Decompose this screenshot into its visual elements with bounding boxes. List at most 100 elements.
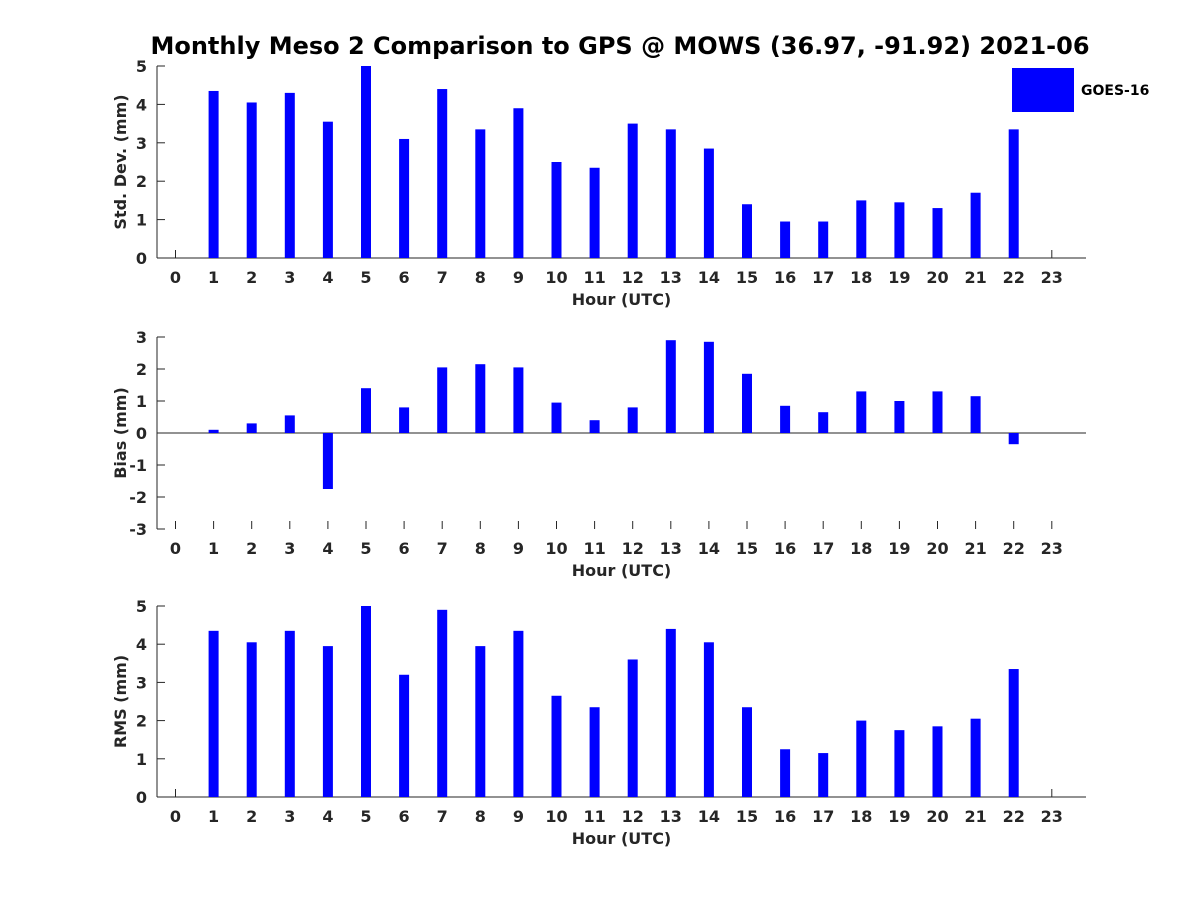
legend-label: GOES-16 xyxy=(1081,83,1149,99)
std-dev-x-tick-label: 5 xyxy=(360,268,371,287)
rms-x-tick-label: 17 xyxy=(812,807,834,826)
bias-x-tick-label: 15 xyxy=(736,539,758,558)
std-dev-x-axis-label: Hour (UTC) xyxy=(572,290,672,309)
bias-y-tick-label: 1 xyxy=(136,392,147,411)
std-dev-bar xyxy=(703,148,714,258)
rms-x-tick-label: 16 xyxy=(774,807,796,826)
rms-y-axis-label: RMS (mm) xyxy=(111,655,130,748)
std-dev-y-tick-label: 4 xyxy=(136,95,147,114)
rms-bar xyxy=(780,749,791,797)
bias-bar xyxy=(361,388,371,433)
bias-bar xyxy=(399,407,410,433)
std-dev-x-tick-label: 7 xyxy=(437,268,448,287)
bias-bar xyxy=(284,415,295,433)
rms-x-tick-label: 18 xyxy=(850,807,872,826)
rms-bar xyxy=(208,630,219,797)
std-dev-x-tick-label: 23 xyxy=(1041,268,1063,287)
std-dev-x-tick-label: 3 xyxy=(284,268,295,287)
rms-x-tick-label: 1 xyxy=(208,807,219,826)
std-dev-x-tick-label: 19 xyxy=(888,268,910,287)
std-dev-bar xyxy=(361,66,371,258)
bias-bar xyxy=(856,391,867,433)
std-dev-x-tick-label: 12 xyxy=(622,268,644,287)
std-dev-x-tick-label: 14 xyxy=(698,268,720,287)
std-dev-x-tick-label: 8 xyxy=(475,268,486,287)
rms-y-tick-label: 4 xyxy=(136,635,147,654)
std-dev-x-tick-label: 9 xyxy=(513,268,524,287)
bias-y-tick-label: 0 xyxy=(136,424,147,443)
rms-x-tick-label: 10 xyxy=(545,807,567,826)
std-dev-y-tick-label: 3 xyxy=(136,134,147,153)
rms-bar xyxy=(665,628,676,797)
rms-bar xyxy=(818,753,829,797)
rms-x-tick-label: 13 xyxy=(660,807,682,826)
bias-x-tick-label: 20 xyxy=(926,539,948,558)
bias-bar xyxy=(208,429,219,433)
bias-x-tick-label: 17 xyxy=(812,539,834,558)
rms-x-tick-label: 0 xyxy=(170,807,181,826)
std-dev-bar xyxy=(246,102,257,258)
bias-x-axis-label: Hour (UTC) xyxy=(572,561,672,580)
bias-bar xyxy=(894,401,905,433)
bias-y-tick-label: 2 xyxy=(136,360,147,379)
bias-bar xyxy=(589,420,600,433)
bias-bar xyxy=(932,391,943,433)
rms-x-tick-label: 20 xyxy=(926,807,948,826)
rms-x-axis-label: Hour (UTC) xyxy=(572,829,672,848)
std-dev-bar xyxy=(437,89,448,258)
std-dev-x-tick-label: 17 xyxy=(812,268,834,287)
std-dev-y-tick-label: 0 xyxy=(136,249,147,268)
std-dev-bar xyxy=(399,138,410,258)
bias-x-tick-label: 22 xyxy=(1003,539,1025,558)
bias-y-tick-label: 3 xyxy=(136,328,147,347)
bias-bar xyxy=(246,423,257,433)
bias-x-tick-label: 12 xyxy=(622,539,644,558)
bias-y-tick-label: -3 xyxy=(129,520,147,539)
rms-x-tick-label: 21 xyxy=(964,807,986,826)
bias-bar xyxy=(322,433,333,489)
rms-bar xyxy=(284,630,295,797)
bias-x-tick-label: 9 xyxy=(513,539,524,558)
std-dev-x-tick-label: 18 xyxy=(850,268,872,287)
rms-x-tick-label: 3 xyxy=(284,807,295,826)
std-dev-x-tick-label: 15 xyxy=(736,268,758,287)
legend: GOES-16 xyxy=(1012,68,1149,112)
rms-x-tick-label: 12 xyxy=(622,807,644,826)
rms-y-tick-label: 2 xyxy=(136,712,147,731)
bias-bar xyxy=(513,367,524,433)
std-dev-bar xyxy=(208,90,219,259)
rms-bar xyxy=(856,720,867,797)
rms-bar xyxy=(399,674,410,797)
bias-x-tick-label: 18 xyxy=(850,539,872,558)
bias-bar xyxy=(551,402,562,433)
bias-bar xyxy=(475,364,486,433)
std-dev-bar xyxy=(627,123,638,258)
rms-x-tick-label: 19 xyxy=(888,807,910,826)
rms-x-tick-label: 23 xyxy=(1041,807,1063,826)
std-dev-bar xyxy=(665,129,676,258)
std-dev-y-axis-label: Std. Dev. (mm) xyxy=(111,94,130,229)
bias-x-tick-label: 7 xyxy=(437,539,448,558)
std-dev-x-tick-label: 16 xyxy=(774,268,796,287)
rms-bar xyxy=(932,726,943,797)
bias-x-tick-label: 10 xyxy=(545,539,567,558)
rms-bar xyxy=(551,695,562,797)
rms-x-tick-label: 5 xyxy=(360,807,371,826)
bias-x-tick-label: 5 xyxy=(360,539,371,558)
std-dev-bar xyxy=(513,108,524,259)
std-dev-bar xyxy=(589,167,600,258)
rms-y-tick-label: 5 xyxy=(136,597,147,616)
bias-x-tick-label: 4 xyxy=(322,539,333,558)
std-dev-x-tick-label: 11 xyxy=(583,268,605,287)
bias-x-tick-label: 11 xyxy=(583,539,605,558)
rms-x-tick-label: 2 xyxy=(246,807,257,826)
bias-bar xyxy=(665,340,676,433)
bias-y-axis-label: Bias (mm) xyxy=(111,387,130,479)
std-dev-x-tick-label: 0 xyxy=(170,268,181,287)
bias-y-tick-label: -2 xyxy=(129,488,147,507)
rms-bar xyxy=(475,646,486,797)
